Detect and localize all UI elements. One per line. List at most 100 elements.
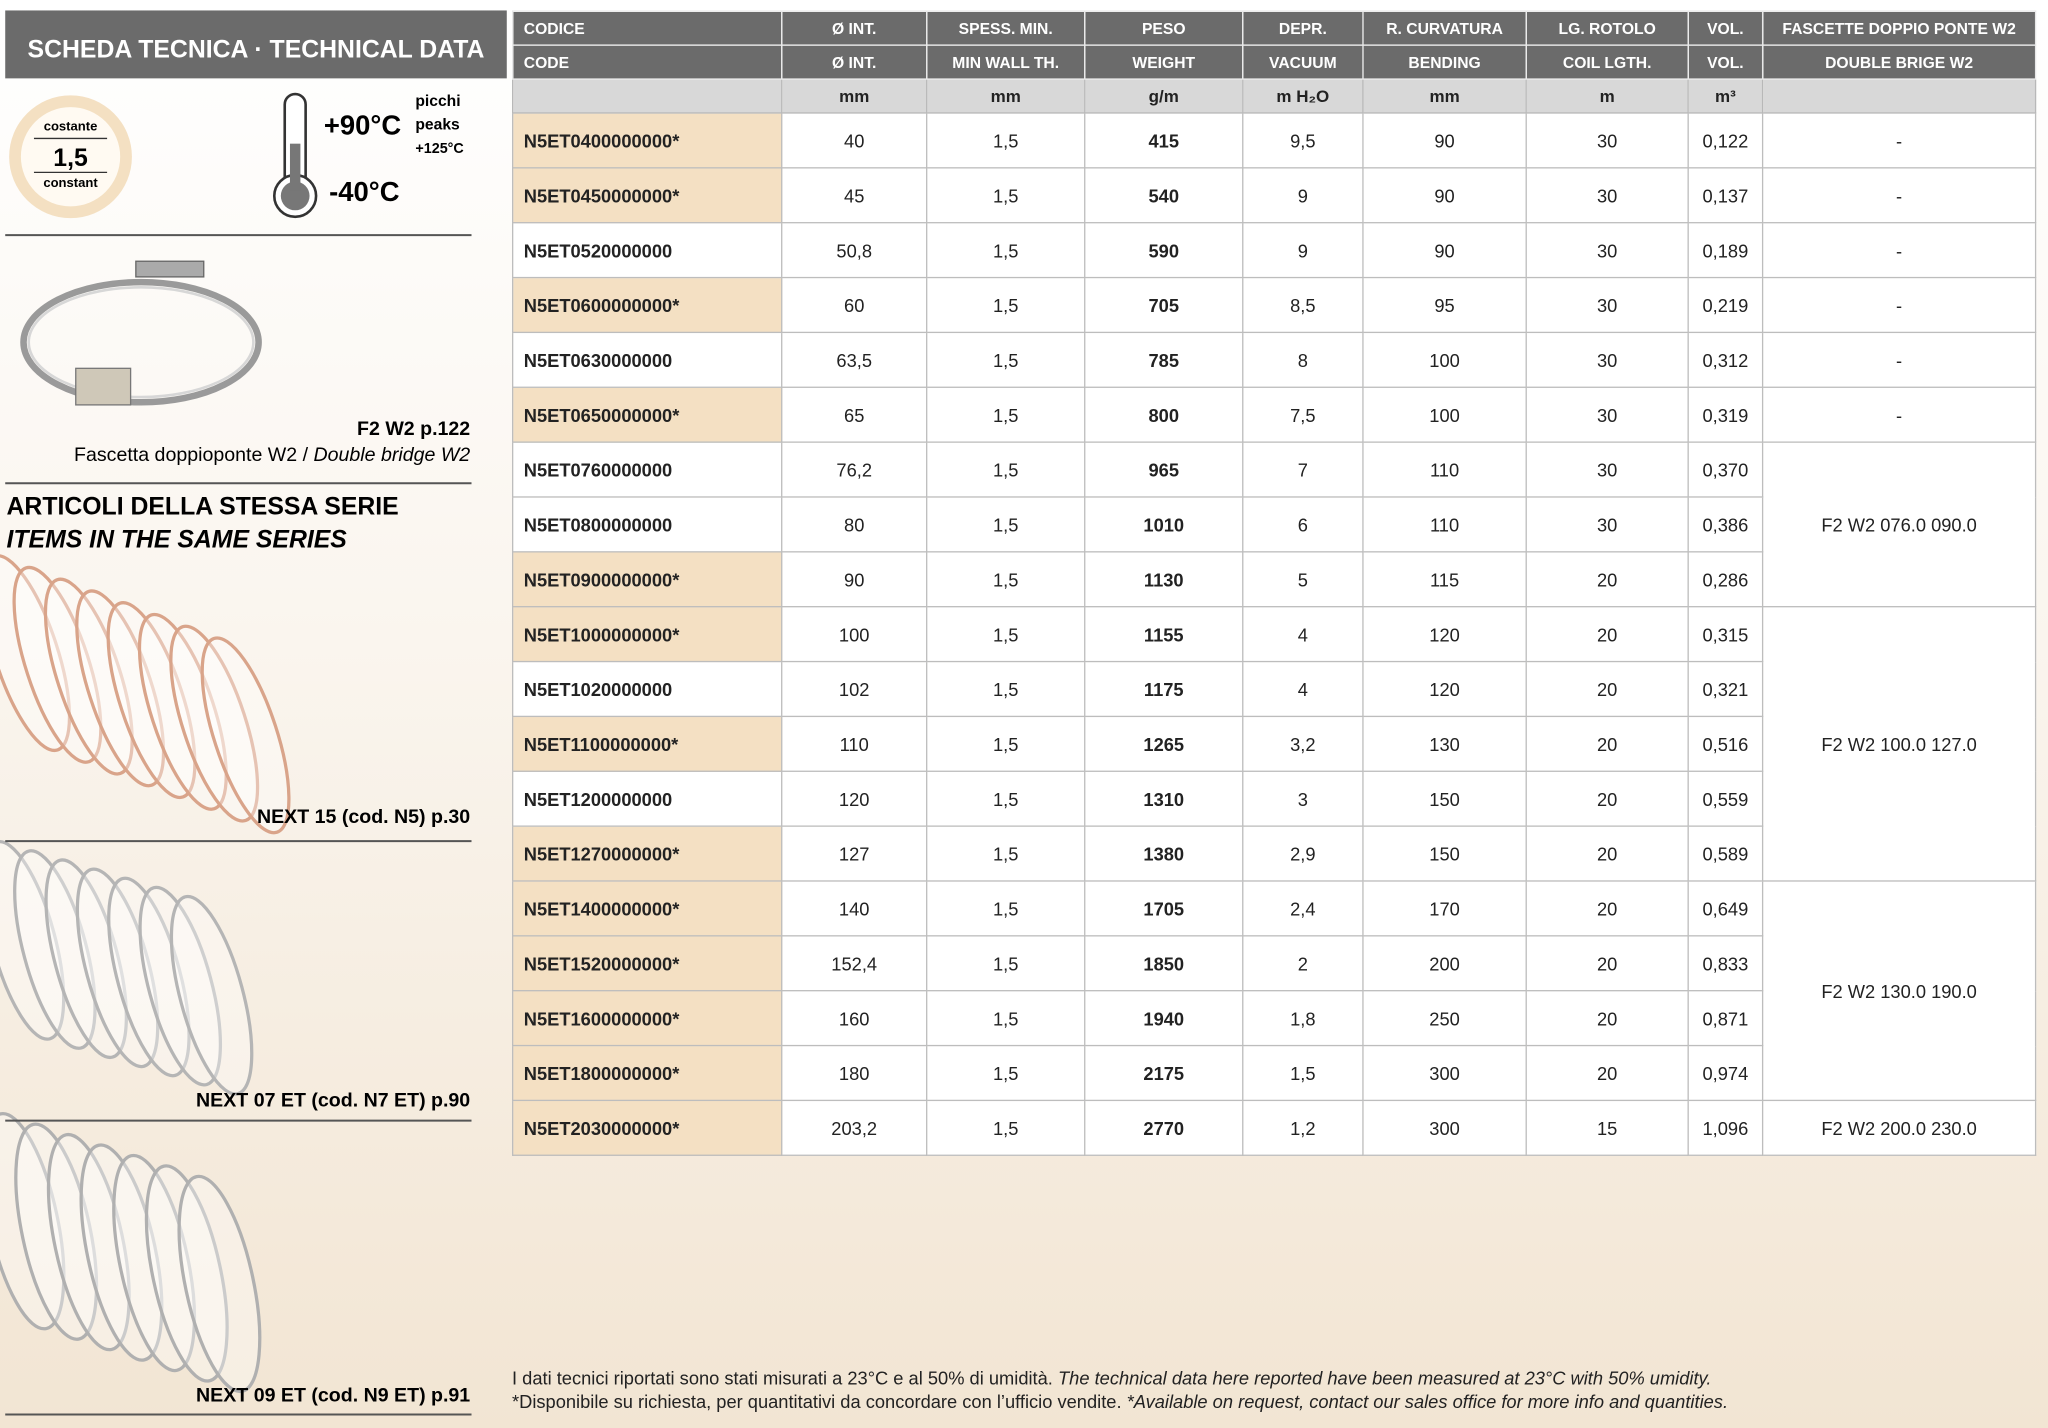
- column-header: g/m: [1084, 78, 1244, 114]
- double-bridge: F2 W2 200.0 230.0: [1761, 1099, 2037, 1156]
- cell: 4: [1242, 660, 1364, 718]
- hose-ring: [44, 858, 128, 1060]
- cell: 30: [1525, 386, 1689, 443]
- column-header: m³: [1687, 78, 1764, 114]
- data-row: N5ET1800000000* 180 1,5 2175 1,5 300 20 0,974: [511, 1044, 2036, 1102]
- cell: 0,871: [1687, 990, 1764, 1047]
- cell: 1,8: [1242, 990, 1364, 1047]
- cell: 1,5: [926, 770, 1086, 827]
- cell: 0,319: [1687, 386, 1764, 443]
- hose-ring: [0, 1112, 66, 1331]
- cell: 2,9: [1242, 825, 1364, 882]
- clamp-bridge: [75, 367, 132, 406]
- footnote-en: *Available on request, contact our sales…: [1126, 1391, 1729, 1412]
- weight: 415: [1084, 112, 1244, 169]
- cell: 3,2: [1242, 715, 1364, 772]
- cell: 1,5: [926, 1099, 1086, 1156]
- cell: 8: [1242, 331, 1364, 388]
- cell: 0,312: [1687, 331, 1764, 388]
- weight: 1310: [1084, 770, 1244, 827]
- cell: 110: [1362, 441, 1527, 498]
- double-bridge: -: [1761, 167, 2037, 224]
- column-header: m: [1525, 78, 1689, 114]
- hose-ring: [75, 867, 160, 1069]
- column-header: Ø INT.: [781, 44, 928, 80]
- data-row: N5ET0450000000* 45 1,5 540 9 90 30 0,137-: [511, 167, 2037, 224]
- cell: 1,5: [926, 331, 1086, 388]
- column-header: SPESS. MIN.: [926, 10, 1086, 46]
- cell: 0,833: [1687, 935, 1764, 992]
- cell: 1,5: [926, 825, 1086, 882]
- cell: 0,974: [1687, 1044, 1764, 1102]
- column-header: LG. ROTOLO: [1525, 10, 1689, 46]
- cell: 2: [1242, 935, 1364, 992]
- cell: 9: [1242, 167, 1364, 224]
- product-code: N5ET1200000000: [511, 770, 783, 827]
- cell: 1,5: [926, 1044, 1086, 1102]
- sidebar: SCHEDA TECNICA · TECHNICAL DATA costante…: [0, 10, 507, 1416]
- column-header: [511, 78, 783, 114]
- cell: 100: [781, 606, 928, 663]
- footnote-it: I dati tecnici riportati sono stati misu…: [511, 1367, 1053, 1389]
- cell: 100: [1362, 386, 1527, 443]
- column-header: VOL.: [1687, 10, 1764, 46]
- cell: 1,5: [926, 880, 1086, 937]
- hose-ring: [107, 876, 191, 1078]
- weight: 965: [1084, 441, 1244, 498]
- cell: 1,2: [1242, 1099, 1364, 1156]
- data-row: N5ET1520000000* 152,4 1,5 1850 2 200 20 0,833: [511, 935, 2036, 992]
- badge-bottom: constant: [43, 175, 98, 190]
- series-title-en: ITEMS IN THE SAME SERIES: [7, 526, 348, 553]
- weight: 1155: [1084, 606, 1244, 663]
- cell: 0,516: [1687, 715, 1764, 772]
- double-bridge: -: [1761, 386, 2037, 443]
- hose-ring: [137, 612, 228, 811]
- cell: 150: [1362, 825, 1527, 882]
- cell: 150: [1362, 770, 1527, 827]
- weight: 1130: [1084, 551, 1244, 608]
- cell: 30: [1525, 331, 1689, 388]
- cell: 20: [1525, 935, 1689, 992]
- hose-ring: [13, 849, 97, 1050]
- cell: 1,5: [926, 167, 1086, 224]
- footnotes: I dati tecnici riportati sono stati misu…: [512, 1366, 1728, 1413]
- double-bridge: -: [1761, 222, 2037, 279]
- cell: 120: [1362, 606, 1527, 663]
- cell: 20: [1525, 1044, 1689, 1102]
- cell: 20: [1525, 880, 1689, 937]
- product-code: N5ET0900000000*: [511, 551, 783, 608]
- cell: 300: [1362, 1044, 1527, 1102]
- clamp-band: [27, 286, 255, 399]
- header-row: CODICE Ø INT. SPESS. MIN. PESO DEPR. R. CURVA…: [511, 10, 2037, 46]
- product-code: N5ET2030000000*: [511, 1099, 783, 1156]
- column-header: COIL LGTH.: [1525, 44, 1689, 80]
- hose-ring: [79, 1143, 164, 1362]
- cell: 20: [1525, 825, 1689, 882]
- peaks-value: +125°C: [415, 141, 463, 157]
- cell: 0,286: [1687, 551, 1764, 608]
- series-title-it: ARTICOLI DELLA STESSA SERIE: [7, 494, 399, 521]
- data-row: N5ET1000000000* 100 1,5 1155 4 120 20 0,315 F2 W…: [511, 606, 2037, 882]
- related-caption: NEXT 15 (cod. N5) p.30: [257, 806, 470, 828]
- column-header: Ø INT.: [781, 10, 928, 46]
- data-row: N5ET0400000000* 40 1,5 415 9,5 90 30 0,122-: [511, 112, 2037, 169]
- cell: 0,559: [1687, 770, 1764, 827]
- weight: 1380: [1084, 825, 1244, 882]
- hose-ring: [138, 885, 223, 1087]
- column-header: FASCETTE DOPPIO PONTE W2: [1761, 10, 2037, 46]
- cell: 8,5: [1242, 276, 1364, 334]
- hose-ring: [12, 565, 103, 764]
- cell: 200: [1362, 935, 1527, 992]
- cell: 9: [1242, 222, 1364, 279]
- column-header: VOL.: [1687, 44, 1764, 80]
- data-row: N5ET1100000000* 110 1,5 1265 3,2 130 20 0,516: [511, 715, 2036, 772]
- hose-ring: [106, 601, 197, 800]
- weight: 1010: [1084, 496, 1244, 553]
- cell: 250: [1362, 990, 1527, 1047]
- data-row: N5ET0900000000* 90 1,5 1130 5 115 20 0,286: [511, 551, 2036, 608]
- cell: 0,370: [1687, 441, 1764, 498]
- data-row: N5ET1600000000* 160 1,5 1940 1,8 250 20 0,871: [511, 990, 2036, 1047]
- thermometer-fill: [289, 143, 301, 191]
- cell: 95: [1362, 276, 1527, 334]
